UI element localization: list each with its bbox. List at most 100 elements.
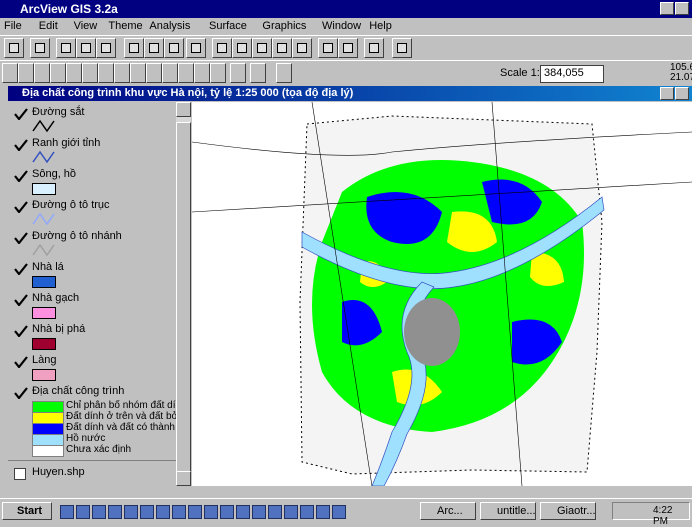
tool-button[interactable]: [114, 63, 130, 83]
checkmark[interactable]: [14, 108, 28, 120]
tool-button[interactable]: [250, 63, 266, 83]
tool-button[interactable]: [194, 63, 210, 83]
tool-button[interactable]: [212, 38, 232, 58]
menu-item[interactable]: Analysis: [149, 20, 191, 32]
tool-button[interactable]: [338, 38, 358, 58]
scrollbar[interactable]: [176, 102, 191, 486]
checkmark[interactable]: [14, 325, 28, 337]
quick-launch-icon[interactable]: [236, 505, 250, 519]
quick-launch-icon[interactable]: [252, 505, 266, 519]
menu-item[interactable]: File: [4, 20, 22, 32]
layer-name[interactable]: Đường ô tô nhánh: [32, 230, 122, 242]
menu-item[interactable]: Window: [322, 20, 362, 32]
minimize[interactable]: [660, 87, 674, 100]
tool-button[interactable]: [130, 63, 146, 83]
class-name: Chỉ phân bố nhóm đất dín: [66, 400, 177, 411]
scale-input[interactable]: 384,055: [540, 65, 604, 83]
separator: [8, 460, 176, 461]
quick-launch-icon[interactable]: [172, 505, 186, 519]
tool-button[interactable]: [186, 38, 206, 58]
maximize[interactable]: [675, 87, 689, 100]
checkmark[interactable]: [14, 263, 28, 275]
menu-item[interactable]: Surface: [209, 20, 247, 32]
layer-name[interactable]: Sông, hồ: [32, 168, 77, 180]
start-button[interactable]: Start: [2, 502, 52, 520]
layer-name[interactable]: Nhà bị phá: [32, 323, 86, 335]
tool-button[interactable]: [96, 38, 116, 58]
tool-button[interactable]: [144, 38, 164, 58]
menu-item[interactable]: Help: [369, 20, 392, 32]
tool-button[interactable]: [50, 63, 66, 83]
maximize[interactable]: [675, 2, 689, 15]
layer-name[interactable]: Huyen.shp: [32, 466, 85, 478]
tool-button[interactable]: [124, 38, 144, 58]
quick-launch-icon[interactable]: [284, 505, 298, 519]
tool-button[interactable]: [76, 38, 96, 58]
quick-launch-icon[interactable]: [300, 505, 314, 519]
layer-name[interactable]: Đường sắt: [32, 106, 85, 118]
quick-launch-icon[interactable]: [124, 505, 138, 519]
tool-button[interactable]: [210, 63, 226, 83]
quick-launch-icon[interactable]: [156, 505, 170, 519]
checkbox[interactable]: [14, 468, 26, 480]
checkmark[interactable]: [14, 139, 28, 151]
symbol: [32, 338, 56, 350]
tool-button[interactable]: [4, 38, 24, 58]
quick-launch-icon[interactable]: [332, 505, 346, 519]
task-button[interactable]: Giaotr...: [540, 502, 596, 520]
tool-button[interactable]: [162, 63, 178, 83]
tool-button[interactable]: [232, 38, 252, 58]
checkmark[interactable]: [14, 387, 28, 399]
tool-button[interactable]: [230, 63, 246, 83]
checkmark[interactable]: [14, 356, 28, 368]
task-button[interactable]: Arc...: [420, 502, 476, 520]
quick-launch-icon[interactable]: [316, 505, 330, 519]
layer-name[interactable]: Nhà lá: [32, 261, 64, 273]
tool-button[interactable]: [164, 38, 184, 58]
quick-launch-icon[interactable]: [76, 505, 90, 519]
tool-button[interactable]: [66, 63, 82, 83]
checkmark[interactable]: [14, 294, 28, 306]
quick-launch-icon[interactable]: [204, 505, 218, 519]
task-button[interactable]: untitle...: [480, 502, 536, 520]
menu-item[interactable]: View: [73, 20, 98, 32]
tool-button[interactable]: [252, 38, 272, 58]
tool-button[interactable]: [318, 38, 338, 58]
tool-button[interactable]: [18, 63, 34, 83]
tool-button[interactable]: [276, 63, 292, 83]
layer-name[interactable]: Ranh giới tỉnh: [32, 137, 101, 149]
quick-launch-icon[interactable]: [108, 505, 122, 519]
layer-name[interactable]: Địa chất công trình: [32, 385, 125, 397]
scale-value: 384,055: [544, 67, 584, 79]
checkmark[interactable]: [14, 170, 28, 182]
minimize[interactable]: [660, 2, 674, 15]
tool-button[interactable]: [34, 63, 50, 83]
quick-launch-icon[interactable]: [268, 505, 282, 519]
quick-launch-icon[interactable]: [92, 505, 106, 519]
quick-launch-icon[interactable]: [188, 505, 202, 519]
quick-launch-icon[interactable]: [220, 505, 234, 519]
tool-button[interactable]: [82, 63, 98, 83]
layer-name[interactable]: Làng: [32, 354, 57, 366]
tool-button[interactable]: [146, 63, 162, 83]
tool-button[interactable]: [98, 63, 114, 83]
tool-button[interactable]: [56, 38, 76, 58]
menu-item[interactable]: Graphics: [262, 20, 307, 32]
tool-button[interactable]: [30, 38, 50, 58]
menu-item[interactable]: Edit: [38, 20, 58, 32]
tool-button[interactable]: [364, 38, 384, 58]
layer-name[interactable]: Nhà gạch: [32, 292, 80, 304]
tool-button[interactable]: [272, 38, 292, 58]
tool-button[interactable]: [2, 63, 18, 83]
symbol: [32, 150, 55, 164]
tool-button[interactable]: [392, 38, 412, 58]
menu-item[interactable]: Theme: [108, 20, 143, 32]
tool-button[interactable]: [178, 63, 194, 83]
checkmark[interactable]: [14, 201, 28, 213]
tool-button[interactable]: [292, 38, 312, 58]
quick-launch-icon[interactable]: [140, 505, 154, 519]
checkmark[interactable]: [14, 232, 28, 244]
class-name: Hồ nước: [66, 433, 106, 444]
quick-launch-icon[interactable]: [60, 505, 74, 519]
layer-name[interactable]: Đường ô tô trục: [32, 199, 110, 211]
